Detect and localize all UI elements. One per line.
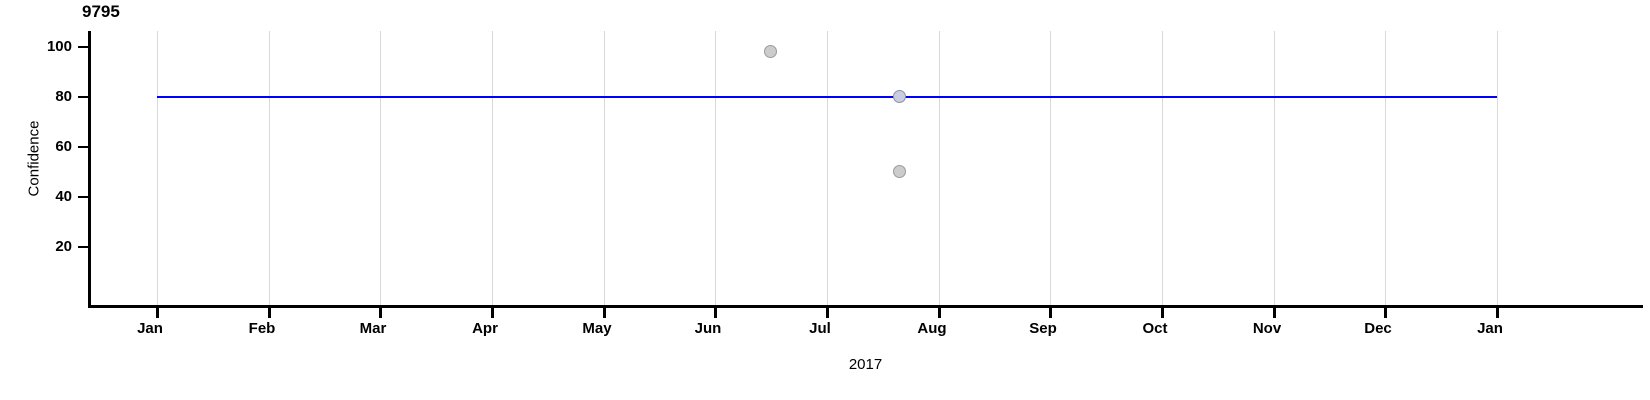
x-tick-label: Jan — [137, 320, 163, 337]
chart-title: 9795 — [82, 2, 120, 21]
data-point[interactable] — [764, 45, 778, 58]
gridline-vertical — [1050, 31, 1051, 305]
data-point[interactable] — [892, 90, 906, 103]
gridline-vertical — [157, 31, 158, 305]
x-tick-label: Jun — [694, 320, 722, 337]
x-tick-label: Sep — [1029, 320, 1057, 337]
x-tick-label: Mar — [359, 320, 387, 337]
x-tick-label: Oct — [1142, 320, 1168, 337]
x-axis-title: 2017 — [848, 356, 883, 373]
x-tick-mark — [1161, 308, 1164, 318]
x-tick-label: Jan — [1477, 320, 1503, 337]
y-tick-mark — [78, 96, 88, 98]
x-tick-label: Jul — [809, 320, 831, 337]
x-tick-label: Aug — [917, 320, 947, 337]
x-tick-mark — [1496, 308, 1499, 318]
x-tick-mark — [938, 308, 941, 318]
y-tick-label: 40 — [55, 188, 72, 205]
gridline-vertical — [269, 31, 270, 305]
x-axis-line — [88, 305, 1643, 308]
x-tick-mark — [1384, 308, 1387, 318]
data-point[interactable] — [892, 165, 906, 178]
gridline-vertical — [604, 31, 605, 305]
gridline-vertical — [715, 31, 716, 305]
x-tick-mark — [379, 308, 382, 318]
y-tick-mark — [78, 246, 88, 248]
x-tick-label: Nov — [1252, 320, 1282, 337]
y-tick-mark — [78, 46, 88, 48]
x-tick-label: Apr — [472, 320, 498, 337]
x-tick-label: Feb — [248, 320, 276, 337]
y-tick-label: 60 — [55, 138, 72, 155]
threshold-line — [157, 96, 1497, 98]
y-tick-label: 80 — [55, 88, 72, 105]
y-tick-mark — [78, 146, 88, 148]
x-tick-label: May — [582, 320, 612, 337]
plot-area — [91, 31, 1643, 305]
y-tick-mark — [78, 196, 88, 198]
x-tick-mark — [1049, 308, 1052, 318]
x-tick-mark — [491, 308, 494, 318]
x-tick-label: Dec — [1364, 320, 1392, 337]
gridline-vertical — [1162, 31, 1163, 305]
y-tick-label: 100 — [46, 38, 72, 55]
gridline-vertical — [827, 31, 828, 305]
y-tick-label: 20 — [55, 238, 72, 255]
x-tick-mark — [268, 308, 271, 318]
x-tick-mark — [1273, 308, 1276, 318]
gridline-vertical — [1497, 31, 1498, 305]
gridline-vertical — [939, 31, 940, 305]
x-tick-mark — [826, 308, 829, 318]
x-tick-mark — [156, 308, 159, 318]
y-axis-line — [88, 31, 91, 305]
gridline-vertical — [1385, 31, 1386, 305]
gridline-vertical — [1274, 31, 1275, 305]
x-tick-mark — [603, 308, 606, 318]
gridline-vertical — [380, 31, 381, 305]
x-tick-mark — [714, 308, 717, 318]
gridline-vertical — [492, 31, 493, 305]
